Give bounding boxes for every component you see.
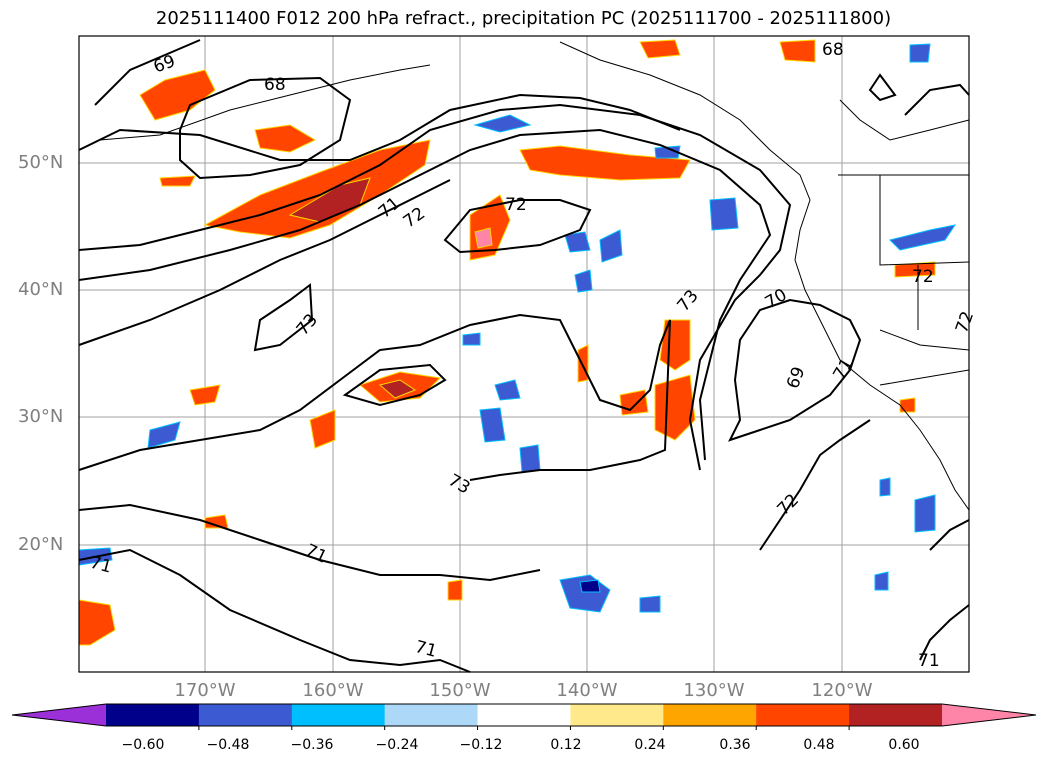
colorbar-segment bbox=[384, 704, 479, 726]
colorbar-segment bbox=[477, 704, 571, 726]
colorbar-segment bbox=[198, 704, 293, 726]
colorbar-segment bbox=[570, 704, 664, 726]
lon-label-150w: 150°W bbox=[429, 680, 491, 701]
colorbar-tick: −0.24 bbox=[375, 737, 419, 753]
lat-label-40n: 40°N bbox=[18, 279, 64, 300]
lon-label-130w: 130°W bbox=[683, 680, 745, 701]
lat-label-20n: 20°N bbox=[18, 534, 64, 555]
colorbar-tick: 0.60 bbox=[888, 737, 920, 753]
coastlines bbox=[99, 41, 970, 511]
lon-label-160w: 160°W bbox=[302, 680, 364, 701]
map-title: 2025111400 F012 200 hPa refract., precip… bbox=[155, 8, 892, 29]
colorbar-segment bbox=[756, 704, 850, 726]
lon-label-120w: 120°W bbox=[811, 680, 873, 701]
colorbar-segment bbox=[106, 704, 200, 726]
colorbar-tick: 0.36 bbox=[719, 737, 751, 753]
lon-label-170w: 170°W bbox=[174, 680, 236, 701]
contour-label: 71 bbox=[918, 651, 940, 671]
precip-positive-shading bbox=[78, 39, 936, 646]
contour-label: 72 bbox=[912, 267, 934, 287]
colorbar-tick: −0.36 bbox=[290, 737, 334, 753]
colorbar bbox=[11, 703, 1037, 730]
colorbar-tick: −0.48 bbox=[206, 737, 250, 753]
colorbar-segment bbox=[663, 704, 757, 726]
contour-label: 72 bbox=[505, 195, 527, 215]
lat-label-30n: 30°N bbox=[18, 406, 64, 427]
lat-label-50n: 50°N bbox=[18, 152, 64, 173]
colorbar-segment bbox=[291, 704, 386, 726]
map-panel: 69 68 68 71 72 72 73 73 73 70 69 71 72 7… bbox=[78, 35, 978, 673]
precip-negative-shading bbox=[78, 43, 957, 613]
colorbar-tick: −0.12 bbox=[459, 737, 503, 753]
lon-label-140w: 140°W bbox=[556, 680, 618, 701]
contour-label: 68 bbox=[822, 40, 844, 60]
colorbar-tick: 0.12 bbox=[550, 737, 582, 753]
colorbar-outline bbox=[11, 703, 1037, 727]
graticule bbox=[79, 36, 969, 672]
contour-label: 68 bbox=[264, 75, 286, 95]
colorbar-tick: 0.24 bbox=[634, 737, 666, 753]
map-frame bbox=[78, 35, 970, 673]
colorbar-tick: −0.60 bbox=[121, 737, 165, 753]
colorbar-extend-low bbox=[12, 704, 106, 726]
colorbar-extend-high bbox=[942, 704, 1036, 726]
refractivity-contours bbox=[78, 39, 970, 673]
colorbar-segment bbox=[849, 704, 943, 726]
colorbar-tick: 0.48 bbox=[803, 737, 835, 753]
